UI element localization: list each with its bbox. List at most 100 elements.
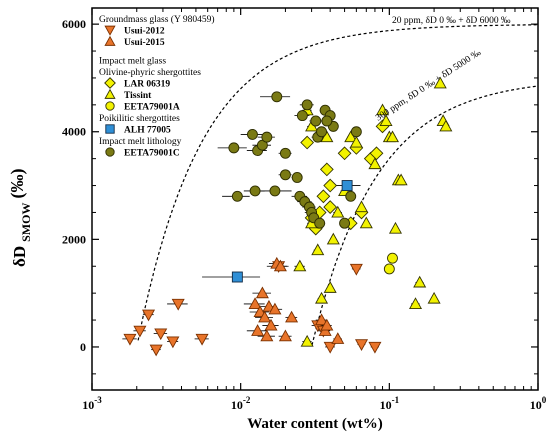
legend-label-alh: ALH 77005 xyxy=(124,126,171,136)
mixing-curve-1 xyxy=(311,85,539,346)
x-tick-label: 10-1 xyxy=(380,395,400,412)
usui2015-point xyxy=(331,332,345,344)
usui2015-point xyxy=(251,324,265,336)
tissint-point xyxy=(413,275,427,288)
tissint-point xyxy=(379,114,393,127)
legend-label-usui2012: Usui-2012 xyxy=(124,27,165,37)
tissint-point xyxy=(326,232,340,245)
lar-point xyxy=(319,162,334,177)
usui2012-point xyxy=(195,333,209,346)
y-tick-label: 0 xyxy=(80,340,86,354)
tissint-point xyxy=(376,103,390,116)
legend-group-title: Poikilitic shergottites xyxy=(99,114,180,124)
eeta_c-point xyxy=(269,185,281,197)
mixing-curves xyxy=(137,24,539,346)
lar-point xyxy=(323,178,338,193)
legend-group-title: Olivine-phyric shergottites xyxy=(99,68,201,78)
usui2012-point xyxy=(166,336,180,349)
legend-marker-eeta_c xyxy=(105,147,115,157)
tissint-point xyxy=(349,135,363,148)
usui2015-point xyxy=(258,310,272,323)
eeta_a-point xyxy=(383,263,395,275)
tissint-point xyxy=(394,173,408,186)
tissint-point xyxy=(368,157,382,170)
y-tick-label: 6000 xyxy=(62,17,86,31)
data-points xyxy=(123,76,453,357)
eeta_c-point xyxy=(271,91,283,103)
eeta_c-point xyxy=(310,115,322,127)
eeta_a-point xyxy=(387,252,398,264)
legend-group-title: Impact melt glass xyxy=(99,57,166,67)
usui2015-point xyxy=(268,302,282,315)
eeta_c-point xyxy=(231,190,243,202)
alh-point xyxy=(231,271,243,283)
tissint-point xyxy=(433,76,447,89)
usui2012-point xyxy=(368,341,382,354)
tissint-point xyxy=(359,216,373,229)
legend-marker-usui2015 xyxy=(104,35,116,46)
tissint-point xyxy=(300,334,314,347)
tissint-point xyxy=(355,200,369,213)
usui2015-point xyxy=(255,286,269,299)
lar-point xyxy=(300,135,315,150)
eeta_c-point xyxy=(339,217,351,229)
y-axis-title-main: δD xyxy=(10,246,29,267)
eeta_c-point xyxy=(301,99,313,111)
tissint-point xyxy=(388,221,403,234)
tissint-point xyxy=(311,243,325,256)
alh-point xyxy=(341,180,353,191)
usui2015-point xyxy=(278,329,292,342)
legend-label-usui2015: Usui-2015 xyxy=(124,38,165,48)
legend-group-title: Impact melt lithology xyxy=(99,137,182,147)
mixing-curve-0 xyxy=(137,24,538,341)
usui2012-point xyxy=(323,341,337,354)
y-axis-title-unit: (‰) xyxy=(7,169,28,199)
eeta_c-point xyxy=(296,110,308,122)
eeta_c-point xyxy=(316,126,328,138)
eeta_c-point xyxy=(314,217,326,229)
usui2012-point xyxy=(154,328,168,341)
eeta_c-point xyxy=(321,115,333,127)
usui2015-point xyxy=(315,313,329,326)
lar-point xyxy=(323,200,338,214)
legend-marker-tissint xyxy=(104,88,116,99)
usui2012-point xyxy=(133,325,147,338)
y-tick-label: 2000 xyxy=(62,232,86,246)
usui2015-point xyxy=(248,297,262,309)
tissint-point xyxy=(331,205,345,218)
x-tick-label: 10-3 xyxy=(82,395,102,412)
x-axis-title: Water content (wt%) xyxy=(247,416,383,432)
legend-marker-lar xyxy=(104,77,116,89)
usui2015-point xyxy=(260,329,274,342)
curve-label-20ppm: 20 ppm, δD 0 ‰ + δD 6000 ‰ xyxy=(392,16,511,26)
y-axis-title-sub: SMOW xyxy=(19,203,33,242)
tissint-point xyxy=(315,291,329,304)
legend-label-eeta_c: EETA79001C xyxy=(124,149,180,159)
usui2012-point xyxy=(142,309,156,322)
tissint-point xyxy=(408,297,423,309)
tissint-point xyxy=(427,291,441,304)
lar-point xyxy=(316,189,331,204)
tissint-point xyxy=(344,130,358,143)
legend-marker-alh xyxy=(105,124,115,134)
x-tick-label: 100 xyxy=(530,395,547,412)
usui2015-point xyxy=(273,259,287,272)
usui2015-point xyxy=(285,310,299,323)
tissint-point xyxy=(385,130,399,143)
legend-label-lar: LAR 06319 xyxy=(124,80,170,90)
legend-label-tissint: Tissint xyxy=(124,91,152,101)
axis-ticks: 10-3 10-2 10-1 100 0 2000 4000 6000 xyxy=(62,8,547,412)
eeta_c-point xyxy=(279,169,291,181)
usui2012-point xyxy=(171,298,185,311)
usui2012-point xyxy=(349,263,363,276)
usui2012-point xyxy=(123,333,137,346)
legend-label-eeta_a: EETA79001A xyxy=(124,103,180,113)
y-axis-title: δD SMOW (‰) xyxy=(7,169,33,267)
eeta_c-point xyxy=(345,190,357,202)
usui2012-point xyxy=(149,344,163,357)
legend-marker-usui2012 xyxy=(104,25,116,36)
usui2015-point xyxy=(264,318,278,331)
x-tick-label: 10-2 xyxy=(231,395,251,412)
lar-point xyxy=(369,146,384,161)
